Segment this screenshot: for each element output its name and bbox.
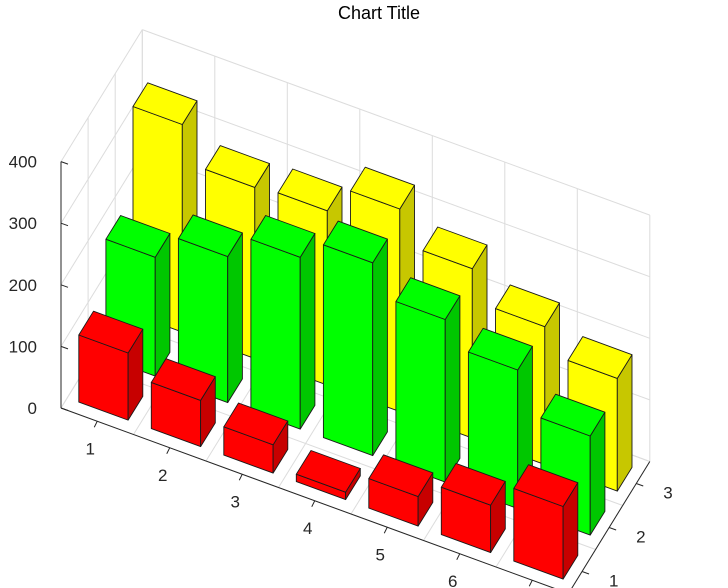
- x-tick-label: 2: [158, 466, 167, 485]
- grid-line-side-horizontal: [60, 152, 143, 286]
- chart-title: Chart Title: [338, 3, 420, 23]
- z-tick: [60, 222, 69, 227]
- bar-top-face: [368, 454, 434, 498]
- x-tick-label: 6: [448, 572, 457, 588]
- bar-top-face: [78, 310, 144, 354]
- bar-row1-col3: [223, 402, 289, 474]
- z-tick-label: 300: [9, 214, 37, 233]
- y-tick: [636, 483, 644, 487]
- bar-row2-col4: [322, 220, 388, 457]
- bar-top-face: [440, 462, 506, 506]
- z-tick-label: 0: [28, 399, 37, 418]
- z-tick: [60, 407, 69, 411]
- bar-top-face: [205, 145, 270, 188]
- z-tick-label: 100: [9, 337, 37, 356]
- bar-row1-col4: [295, 450, 361, 501]
- x-tick: [93, 421, 98, 428]
- tick-labels: 01002003004001234567123: [9, 153, 673, 588]
- bar-top-face: [350, 166, 415, 210]
- bar-front-face: [250, 238, 301, 430]
- z-tick-label: 400: [9, 153, 37, 172]
- bar-top-face: [322, 220, 388, 264]
- bar-row1-col6: [440, 462, 506, 554]
- y-tick-label: 2: [636, 528, 645, 547]
- x-tick: [383, 527, 388, 534]
- z-tick: [60, 161, 69, 165]
- z-tick: [60, 345, 69, 350]
- bar-top-face: [540, 393, 606, 437]
- bar-side-face: [372, 238, 388, 457]
- bar-top-face: [467, 327, 533, 371]
- x-tick: [311, 500, 316, 507]
- y-tick: [581, 571, 590, 575]
- axes: [60, 161, 651, 588]
- bar-top-face: [250, 215, 316, 258]
- bar-side-face: [154, 233, 171, 377]
- bar-row1-col2: [150, 358, 216, 448]
- bar-top-face: [513, 464, 579, 507]
- bar-row1-col5: [368, 454, 434, 527]
- bar-side-face: [299, 233, 316, 430]
- bar-row2-col5: [395, 277, 461, 483]
- bar-top-face: [223, 402, 289, 446]
- bar-top-face: [177, 214, 243, 258]
- grid-line-back-horizontal: [142, 29, 650, 216]
- bar-top-face: [105, 215, 171, 258]
- bar-side-face: [444, 295, 461, 483]
- z-tick: [60, 284, 69, 288]
- bar-top-face: [295, 450, 361, 493]
- bar-side-face: [227, 232, 243, 404]
- x-tick: [456, 553, 461, 560]
- x-tick-label: 4: [303, 519, 312, 538]
- x-tick: [238, 474, 243, 481]
- bar-front-face: [395, 301, 446, 483]
- x-tick-label: 5: [376, 545, 385, 564]
- grid-line-side-horizontal: [60, 90, 143, 224]
- y-tick-label: 3: [663, 484, 672, 503]
- bar-top-face: [422, 226, 488, 270]
- bar-top-face: [395, 277, 461, 320]
- bar-row2-col3: [250, 215, 316, 430]
- bar-row2-col2: [177, 214, 243, 404]
- y-tick: [608, 527, 617, 531]
- bar-top-face: [277, 168, 343, 212]
- bar-top-face: [150, 358, 216, 401]
- z-tick-label: 200: [9, 276, 37, 295]
- x-tick-label: 3: [231, 492, 240, 511]
- bar-row2-col6: [467, 327, 533, 510]
- bar-top-face: [132, 82, 198, 125]
- x-tick: [166, 447, 171, 454]
- grid-line-side-horizontal: [60, 29, 143, 162]
- bar-top-face: [567, 336, 633, 379]
- y-tick-label: 1: [609, 572, 618, 588]
- bar-row1-col7: [513, 464, 579, 580]
- bars: [78, 82, 633, 580]
- bar-top-face: [495, 284, 560, 328]
- bar-row1-col1: [78, 310, 144, 421]
- x-tick-label: 1: [86, 439, 95, 458]
- bar-front-face: [322, 244, 374, 457]
- x-tick: [528, 580, 533, 587]
